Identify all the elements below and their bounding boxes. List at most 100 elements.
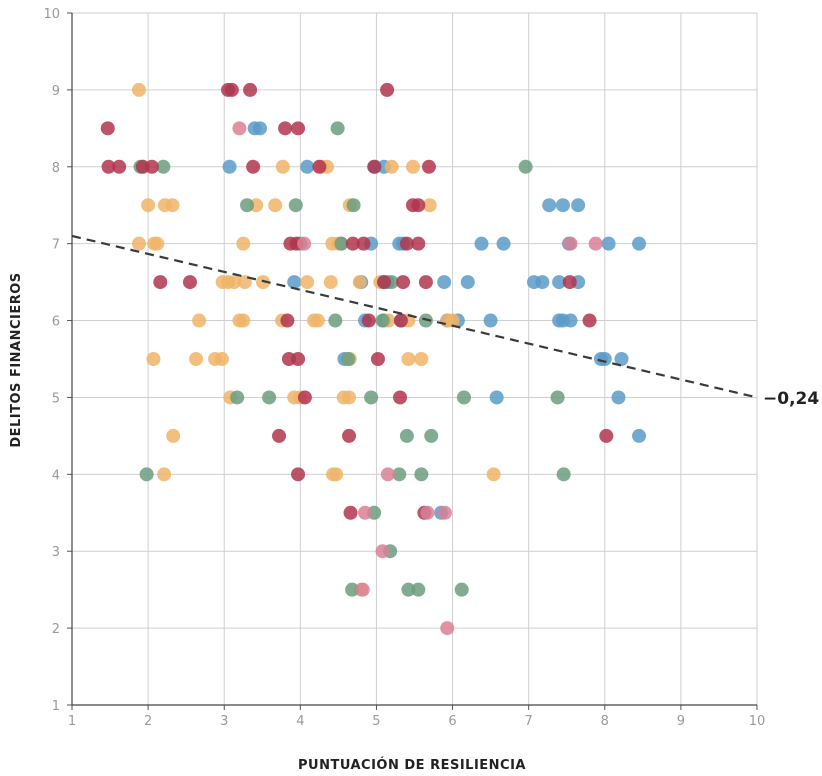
data-point-pink — [355, 582, 370, 597]
data-point-green — [414, 467, 429, 482]
data-point-orange — [445, 313, 460, 328]
data-point-green — [550, 390, 565, 405]
data-point-pink — [297, 236, 312, 251]
data-point-orange — [401, 352, 416, 366]
data-point-orange — [189, 352, 204, 366]
data-point-red — [100, 121, 115, 136]
data-point-blue — [571, 198, 586, 213]
data-point-red — [224, 82, 239, 97]
data-point-orange — [131, 236, 146, 251]
x-tick-label: 5 — [372, 714, 380, 729]
data-point-red — [280, 313, 295, 328]
data-point-red — [380, 82, 395, 97]
data-point-red — [599, 428, 614, 443]
data-point-orange — [141, 198, 156, 213]
data-point-red — [421, 159, 436, 174]
data-point-blue — [300, 159, 315, 174]
data-point-green — [341, 352, 356, 366]
data-point-green — [456, 390, 471, 405]
data-point-orange — [329, 467, 344, 482]
data-point-red — [182, 275, 197, 290]
x-tick-labels: 1 2 3 4 5 6 7 8 9 10 — [68, 714, 765, 729]
data-point-red — [582, 313, 597, 328]
trendline — [71, 234, 758, 399]
y-tick-label: 4 — [52, 468, 60, 483]
data-point-orange — [310, 313, 325, 328]
data-point-green — [454, 582, 469, 597]
data-point-blue — [287, 275, 302, 290]
x-tick-label: 9 — [677, 714, 685, 729]
data-point-red — [291, 121, 306, 136]
data-point-blue — [632, 428, 647, 443]
data-point-green — [424, 428, 439, 443]
data-point-green — [345, 582, 360, 597]
data-point-red — [101, 159, 116, 174]
data-point-red — [112, 159, 127, 174]
trendline-annotation: −0,24 — [763, 389, 819, 409]
data-point-blue — [542, 198, 557, 213]
y-tick-label: 1 — [52, 699, 60, 714]
data-point-blue — [611, 390, 626, 405]
data-point-blue — [563, 313, 578, 328]
data-point-blue — [483, 313, 498, 328]
data-point-green — [399, 428, 414, 443]
data-point-red — [278, 121, 293, 136]
data-point-red — [342, 428, 357, 443]
data-point-red — [312, 159, 327, 174]
data-point-green — [392, 467, 407, 482]
data-point-green — [262, 390, 277, 405]
data-point-orange — [342, 390, 357, 405]
data-point-pink — [232, 121, 247, 136]
data-point-orange — [165, 198, 180, 213]
data-point-blue — [437, 275, 452, 290]
data-point-green — [288, 198, 303, 213]
x-tick-label: 2 — [144, 714, 152, 729]
data-point-orange — [192, 313, 207, 328]
y-tick-label: 8 — [52, 161, 60, 176]
data-point-blue — [601, 236, 616, 251]
data-point-pink — [420, 505, 435, 520]
data-point-orange — [236, 313, 251, 328]
data-point-orange — [150, 236, 165, 251]
data-point-orange — [486, 467, 501, 482]
data-point-green — [330, 121, 345, 136]
axes — [67, 12, 758, 710]
data-point-pink — [375, 544, 390, 559]
data-point-orange — [384, 159, 399, 174]
data-point-red — [291, 352, 306, 366]
data-points — [100, 82, 647, 636]
trendline-dashed — [71, 234, 758, 399]
data-point-red — [396, 275, 411, 290]
data-point-green — [418, 313, 433, 328]
data-point-pink — [358, 505, 373, 520]
data-point-green — [230, 390, 245, 405]
data-point-blue — [535, 275, 550, 290]
data-point-blue — [489, 390, 504, 405]
data-point-red — [291, 467, 306, 482]
x-tick-label: 4 — [296, 714, 304, 729]
data-point-orange — [275, 159, 290, 174]
data-point-green — [240, 198, 255, 213]
data-point-red — [411, 236, 426, 251]
data-point-red — [393, 313, 408, 328]
data-point-blue — [614, 352, 629, 366]
data-point-blue — [460, 275, 475, 290]
data-point-orange — [227, 275, 242, 290]
y-tick-labels: 1 2 3 4 5 6 7 8 9 10 — [43, 7, 60, 714]
y-tick-label: 10 — [43, 7, 60, 22]
data-point-blue — [474, 236, 489, 251]
data-point-green — [556, 467, 571, 482]
x-tick-label: 6 — [448, 714, 456, 729]
data-point-orange — [157, 467, 172, 482]
data-point-blue — [552, 275, 567, 290]
data-point-green — [346, 198, 361, 213]
data-point-green — [334, 236, 349, 251]
data-point-red — [393, 390, 408, 405]
data-point-blue — [632, 236, 647, 251]
data-point-orange — [300, 275, 315, 290]
data-point-red — [246, 159, 261, 174]
data-point-orange — [422, 198, 437, 213]
data-point-orange — [405, 159, 420, 174]
data-point-green — [156, 159, 171, 174]
data-point-green — [518, 159, 533, 174]
